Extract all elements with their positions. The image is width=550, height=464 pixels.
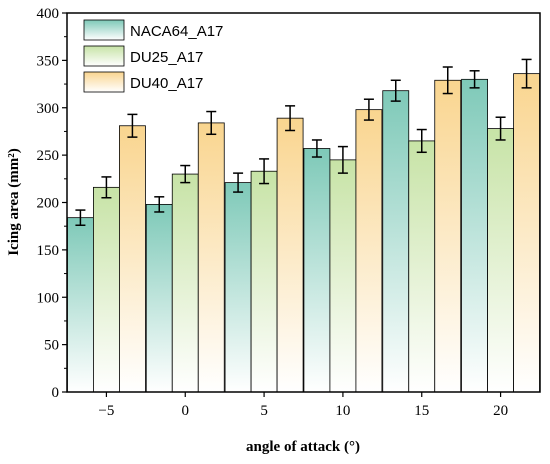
bar-DU40_A17-0 xyxy=(197,122,225,393)
legend-swatch-DU40_A17 xyxy=(83,71,125,93)
legend: NACA64_A17 DU25_A17 DU40_A17 xyxy=(83,19,223,93)
bar-DU40_A17-5 xyxy=(276,117,304,393)
x-tick-label: 20 xyxy=(493,403,508,419)
y-tick-label: 0 xyxy=(52,385,60,401)
x-tick-label: 15 xyxy=(414,403,429,419)
bar-DU25_A17-20 xyxy=(487,128,514,393)
y-tick-label: 150 xyxy=(37,243,60,259)
y-axis: 0 50 100 150 200 250 300 350 400 xyxy=(37,6,67,401)
bar-DU40_A17-−5 xyxy=(119,125,146,393)
x-tick-label: 0 xyxy=(182,403,190,419)
bar-DU25_A17-−5 xyxy=(93,186,120,393)
bars-layer xyxy=(67,73,540,393)
bar-DU25_A17-0 xyxy=(171,173,199,393)
y-tick-label: 400 xyxy=(37,6,60,22)
legend-swatch-DU25_A17 xyxy=(83,45,125,67)
y-axis-title: Icing area (mm²) xyxy=(6,148,22,256)
bar-DU40_A17-20 xyxy=(513,73,540,393)
x-tick-label: 5 xyxy=(260,403,268,419)
y-tick-label: 250 xyxy=(37,148,60,164)
y-tick-label: 300 xyxy=(37,101,60,117)
x-tick-label: −5 xyxy=(98,403,114,419)
legend-swatch-NACA64_A17 xyxy=(83,19,125,41)
x-axis-title: angle of attack (°) xyxy=(246,439,360,455)
x-axis: −5 0 5 10 15 20 xyxy=(98,392,508,419)
error-bars-layer xyxy=(75,58,532,226)
legend-label-DU40_A17: DU40_A17 xyxy=(130,75,203,92)
bar-DU25_A17-10 xyxy=(329,159,357,393)
bar-NACA64_A17-5 xyxy=(224,182,252,393)
bar-DU25_A17-15 xyxy=(408,140,436,393)
x-tick-label: 10 xyxy=(335,403,350,419)
bar-NACA64_A17-10 xyxy=(303,148,331,393)
bar-DU40_A17-10 xyxy=(355,109,383,393)
bar-DU40_A17-15 xyxy=(434,79,462,393)
bar-NACA64_A17-0 xyxy=(145,203,173,393)
bar-NACA64_A17-15 xyxy=(382,90,410,393)
y-tick-label: 350 xyxy=(37,53,60,69)
bar-DU25_A17-5 xyxy=(250,170,278,393)
y-tick-label: 100 xyxy=(37,290,60,306)
y-tick-label: 50 xyxy=(44,338,59,354)
bar-NACA64_A17-20 xyxy=(461,78,488,393)
bar-NACA64_A17-−5 xyxy=(67,217,94,393)
y-tick-label: 200 xyxy=(37,196,60,212)
legend-label-DU25_A17: DU25_A17 xyxy=(130,49,203,66)
legend-label-NACA64_A17: NACA64_A17 xyxy=(130,23,223,40)
